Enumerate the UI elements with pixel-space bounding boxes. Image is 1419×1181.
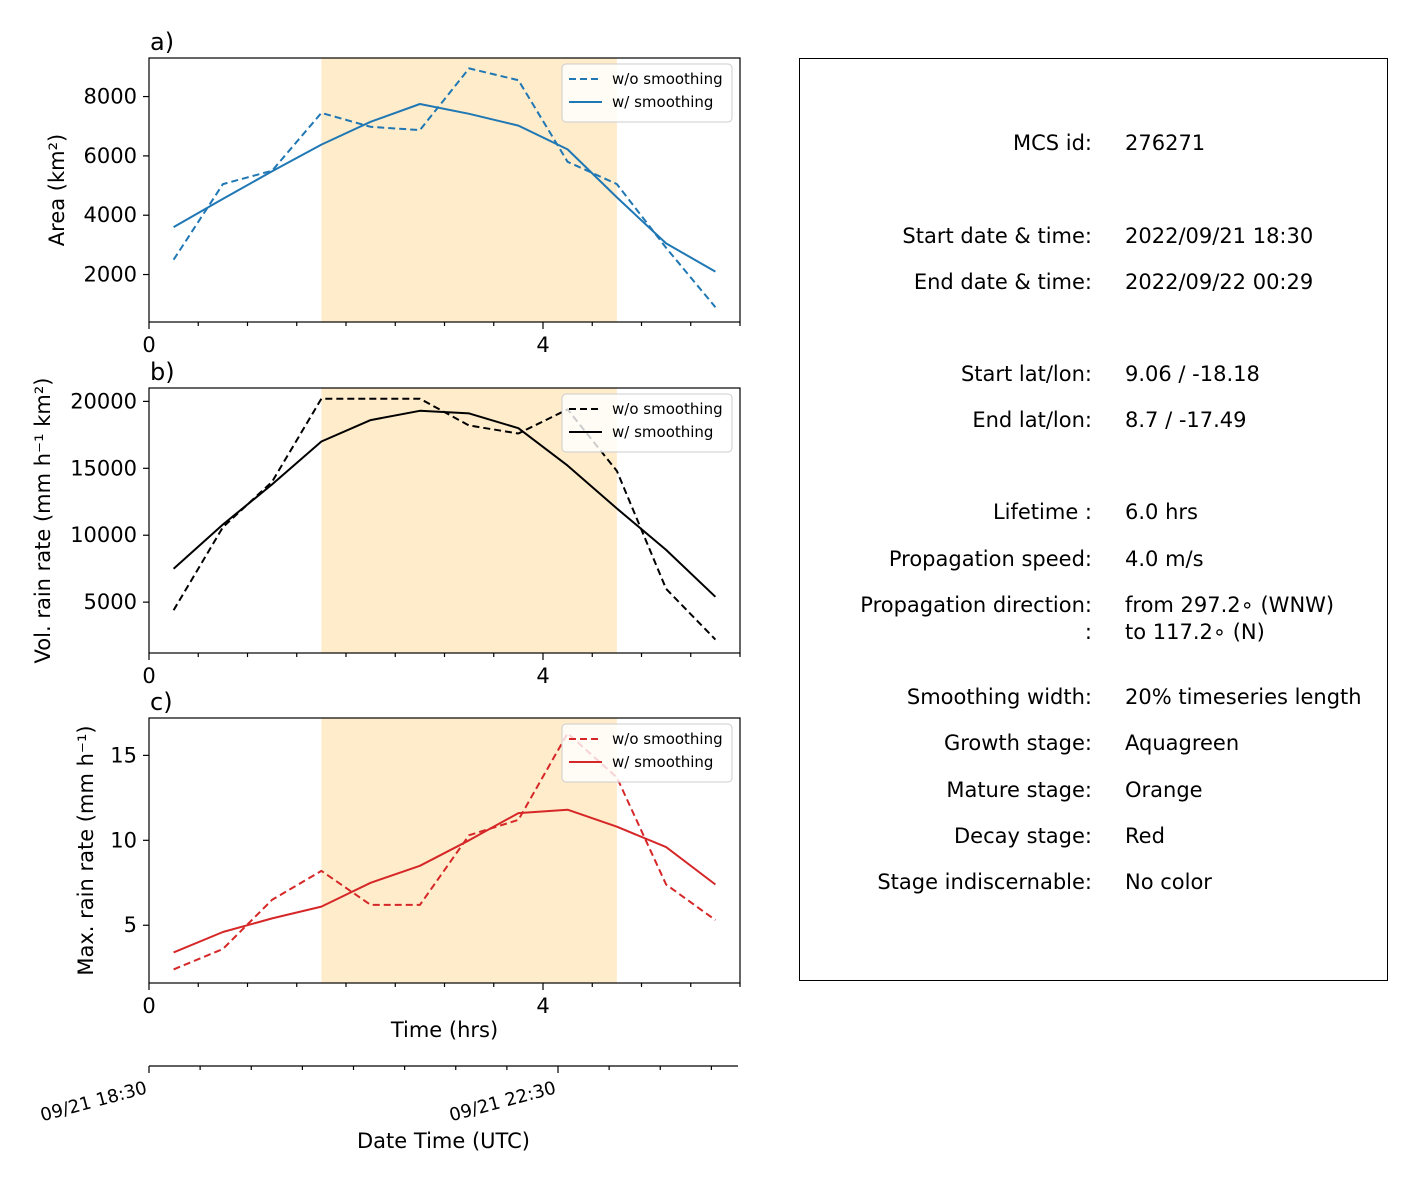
panel-label: a) bbox=[150, 28, 174, 56]
legend: w/o smoothing w/ smoothing bbox=[561, 393, 733, 453]
legend-frame bbox=[561, 723, 733, 783]
legend-label: w/o smoothing bbox=[612, 70, 723, 88]
info-value: Red bbox=[1125, 824, 1165, 848]
series-line-raw bbox=[173, 732, 716, 971]
info-value: 8.7 / -17.49 bbox=[1125, 408, 1247, 432]
chart-panel-1: 2000 4000 6000 8000 0 4 a) Area (km²) w/o smooth… bbox=[45, 28, 741, 357]
y-tick-label: 20000 bbox=[70, 389, 137, 413]
info-panel: MCS id: 276271 Start date & time: 2022/0… bbox=[799, 58, 1388, 981]
legend-label: w/ smoothing bbox=[612, 753, 713, 771]
secondary-tick-label: 09/21 22:30 bbox=[447, 1078, 558, 1127]
y-tick-label: 10000 bbox=[70, 523, 137, 547]
info-value: 9.06 / -18.18 bbox=[1125, 362, 1260, 386]
info-value: from 297.2∘ (WNW) bbox=[1125, 593, 1335, 617]
x-tick-label: 0 bbox=[142, 994, 155, 1018]
x-tick-label: 4 bbox=[536, 664, 549, 688]
info-value: 276271 bbox=[1125, 131, 1206, 155]
info-label: Start date & time: bbox=[902, 224, 1092, 248]
info-value: 6.0 hrs bbox=[1125, 500, 1198, 524]
info-label: Propagation direction: bbox=[860, 593, 1092, 617]
y-axis-label: Area (km²) bbox=[45, 134, 69, 246]
y-tick-label: 2000 bbox=[84, 263, 137, 287]
legend-label: w/o smoothing bbox=[612, 400, 723, 418]
y-tick-label: 5000 bbox=[84, 590, 137, 614]
info-value: 20% timeseries length bbox=[1125, 685, 1362, 709]
y-tick-label: 15000 bbox=[70, 456, 137, 480]
y-tick-label: 8000 bbox=[84, 85, 137, 109]
info-label: End date & time: bbox=[913, 270, 1092, 294]
info-value: No color bbox=[1125, 870, 1212, 894]
y-axis-label: Max. rain rate (mm h⁻¹) bbox=[74, 725, 98, 975]
info-label: Decay stage: bbox=[954, 824, 1092, 848]
legend: w/o smoothing w/ smoothing bbox=[561, 723, 733, 783]
y-tick-label: 5 bbox=[124, 913, 137, 937]
y-axis-label: Vol. rain rate (mm h⁻¹ km²) bbox=[31, 378, 55, 664]
info-label: MCS id: bbox=[1012, 131, 1092, 155]
x-tick-label: 0 bbox=[142, 664, 155, 688]
info-label: End lat/lon: bbox=[972, 408, 1092, 432]
info-label: Propagation speed: bbox=[888, 547, 1092, 571]
info-label: Smoothing width: bbox=[906, 685, 1092, 709]
series-line-raw bbox=[172, 67, 717, 308]
secondary-axis-label: Date Time (UTC) bbox=[357, 1129, 530, 1153]
legend-label: w/ smoothing bbox=[612, 93, 713, 111]
info-value: 4.0 m/s bbox=[1125, 547, 1204, 571]
x-axis-label: Time (hrs) bbox=[390, 1018, 498, 1042]
info-label: Start lat/lon: bbox=[960, 362, 1092, 386]
info-label: : bbox=[1084, 620, 1092, 644]
legend-frame bbox=[561, 393, 733, 453]
legend-label: w/o smoothing bbox=[612, 730, 723, 748]
legend-label: w/ smoothing bbox=[612, 423, 713, 441]
legend-frame bbox=[561, 63, 733, 123]
info-label: Growth stage: bbox=[943, 731, 1092, 755]
legend: w/o smoothing w/ smoothing bbox=[561, 63, 733, 123]
series-line-smoothed bbox=[173, 103, 716, 273]
info-label: Stage indiscernable: bbox=[877, 870, 1092, 894]
panel-label: b) bbox=[150, 358, 175, 386]
secondary-tick-label: 09/21 18:30 bbox=[38, 1078, 149, 1127]
info-value: Orange bbox=[1125, 778, 1203, 802]
y-tick-label: 4000 bbox=[84, 203, 137, 227]
info-value: 2022/09/21 18:30 bbox=[1125, 224, 1314, 248]
chart-panel-2: 5000 10000 15000 20000 0 4 b) Vol. rain rate (m… bbox=[31, 358, 741, 688]
info-value: 2022/09/22 00:29 bbox=[1125, 270, 1314, 294]
chart-panel-3: 5 10 15 0 4 c) Max. rain rate (mm h⁻¹) Time (hr… bbox=[74, 688, 741, 1042]
x-tick-label: 4 bbox=[536, 994, 549, 1018]
series-line-smoothed bbox=[172, 409, 717, 598]
panel-label: c) bbox=[150, 688, 173, 716]
info-label: Lifetime : bbox=[992, 500, 1092, 524]
y-tick-label: 10 bbox=[110, 828, 137, 852]
y-tick-label: 6000 bbox=[84, 144, 137, 168]
info-value: to 117.2∘ (N) bbox=[1125, 620, 1265, 644]
y-tick-label: 15 bbox=[110, 743, 137, 767]
x-tick-label: 0 bbox=[142, 333, 155, 357]
x-tick-label: 4 bbox=[536, 333, 549, 357]
info-value: Aquagreen bbox=[1125, 731, 1240, 755]
series-line-smoothed bbox=[173, 808, 717, 954]
info-label: Mature stage: bbox=[946, 778, 1092, 802]
